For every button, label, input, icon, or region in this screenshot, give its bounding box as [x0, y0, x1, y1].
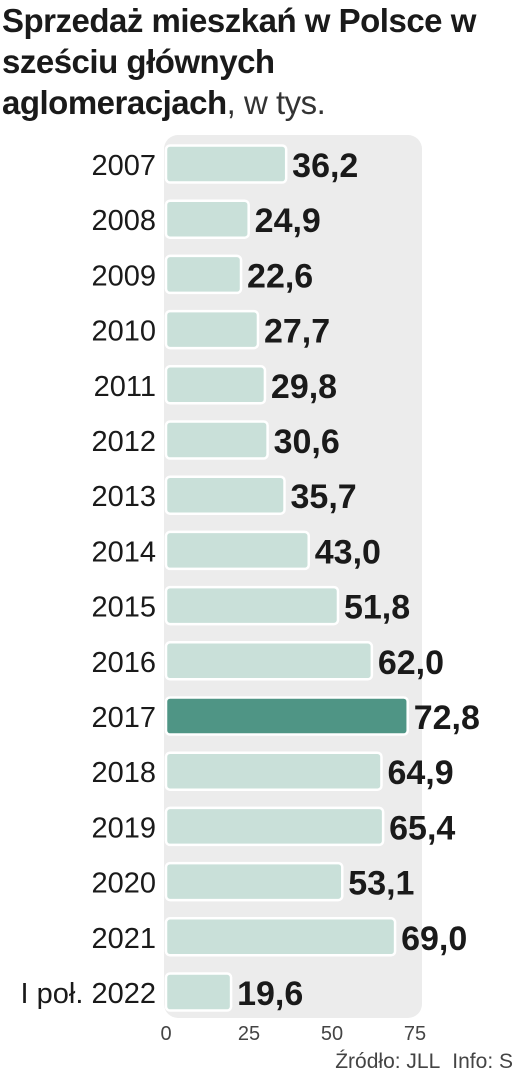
bar	[164, 806, 385, 847]
value-label: 36,2	[292, 147, 358, 185]
value-label: 51,8	[344, 589, 410, 627]
bar	[164, 585, 340, 626]
chart-title: Sprzedaż mieszkań w Polsce w sześciu głó…	[2, 0, 512, 123]
category-label: 2012	[91, 426, 156, 458]
bar	[164, 365, 267, 405]
bar	[164, 144, 288, 184]
category-label: 2017	[91, 702, 156, 734]
x-tick-label: 75	[404, 1023, 426, 1045]
value-label: 72,8	[414, 699, 480, 737]
category-label: I poł. 2022	[21, 978, 156, 1010]
bar	[164, 254, 243, 295]
chart-title-unit: , w tys.	[226, 84, 326, 121]
category-label: 2015	[91, 592, 156, 624]
source-info: Info: S	[452, 1050, 513, 1073]
category-label: 2008	[91, 205, 156, 237]
source-note: Źródło: JLL Info: S	[323, 1050, 513, 1074]
value-label: 19,6	[237, 975, 303, 1013]
source-origin: Źródło: JLL	[335, 1050, 441, 1073]
category-label: 2020	[91, 868, 156, 900]
bar	[164, 751, 383, 791]
value-label: 65,4	[389, 809, 455, 847]
x-tick-label: 50	[321, 1023, 343, 1045]
bar	[164, 917, 397, 957]
value-label: 30,6	[274, 423, 340, 461]
category-label: 2021	[91, 923, 156, 955]
value-label: 27,7	[264, 313, 330, 351]
x-tick-label: 25	[238, 1023, 260, 1045]
bar	[164, 199, 250, 239]
value-label: 62,0	[378, 644, 444, 682]
x-tick-label: 0	[160, 1023, 171, 1045]
category-label: 2019	[91, 812, 156, 844]
chart-title-main: Sprzedaż mieszkań w Polsce w sześciu głó…	[2, 2, 476, 121]
value-label: 43,0	[315, 533, 381, 571]
bar	[164, 309, 260, 350]
category-label: 2018	[91, 757, 156, 789]
category-label: 2011	[94, 371, 156, 403]
value-label: 29,8	[271, 368, 337, 406]
category-label: 2009	[91, 260, 156, 292]
value-label: 69,0	[401, 920, 467, 958]
bar	[164, 861, 344, 902]
category-label: 2014	[91, 536, 156, 568]
value-label: 64,9	[387, 754, 453, 792]
category-label: 2013	[91, 481, 156, 513]
bar	[164, 641, 374, 681]
bar	[164, 530, 311, 571]
bar	[164, 972, 233, 1012]
value-label: 24,9	[255, 202, 321, 240]
category-label: 2016	[91, 647, 156, 679]
bar	[164, 475, 286, 515]
bar	[164, 696, 409, 736]
category-label: 2007	[91, 150, 156, 182]
value-label: 35,7	[291, 478, 357, 516]
bar	[164, 420, 269, 460]
category-label: 2010	[91, 316, 156, 348]
value-label: 22,6	[247, 257, 313, 295]
value-label: 53,1	[348, 865, 414, 903]
